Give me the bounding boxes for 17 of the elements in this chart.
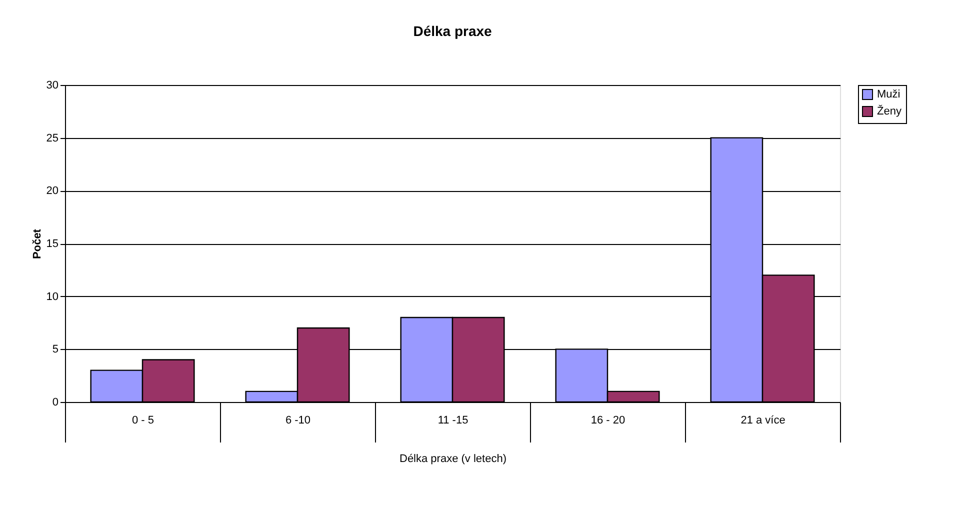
chart-title: Délka praxe (413, 23, 492, 39)
legend-label: Ženy (877, 104, 902, 118)
y-tick-label: 10 (46, 290, 58, 303)
y-tick-label: 5 (52, 344, 58, 356)
y-tick-label: 20 (46, 185, 58, 198)
y-axis-title: Počet (31, 228, 44, 259)
x-tick-label: 0 - 5 (132, 414, 154, 426)
legend-label: Muži (877, 88, 900, 100)
y-tick-label: 30 (46, 80, 58, 92)
x-tick-label: 21 a více (740, 414, 786, 426)
y-tick-label: 15 (46, 238, 58, 250)
x-tick-label: 11 -15 (438, 414, 468, 426)
x-tick-label: 16 - 20 (590, 414, 626, 426)
x-tick-label: 6 -10 (285, 414, 311, 426)
y-tick-label: 0 (52, 396, 58, 408)
y-tick-label: 25 (46, 132, 58, 144)
x-axis-title: Délka praxe (v letech) (400, 453, 506, 465)
